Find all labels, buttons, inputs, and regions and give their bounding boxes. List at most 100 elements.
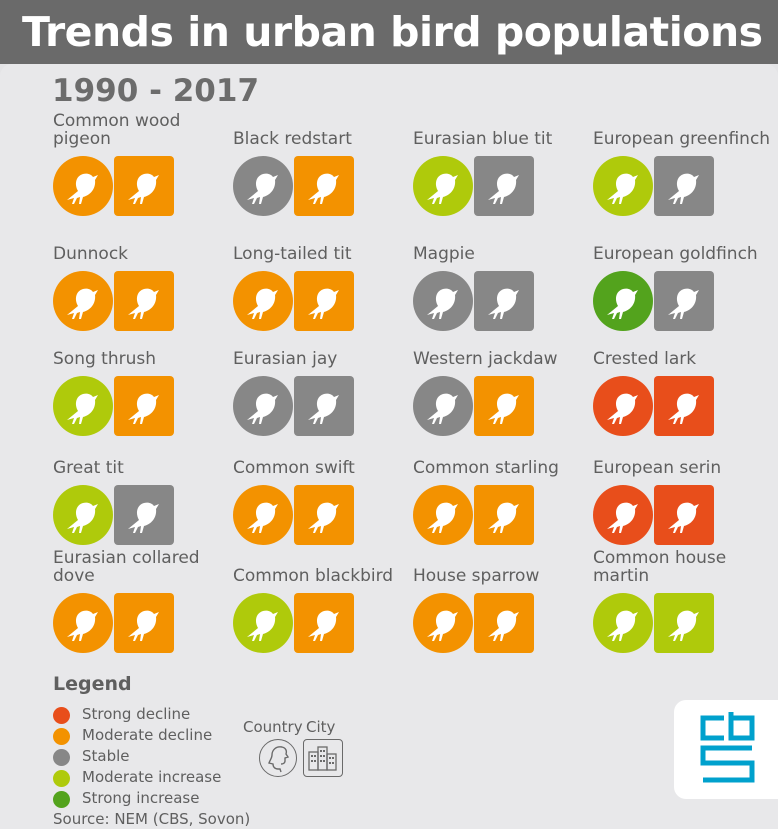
trend-badges — [53, 485, 175, 547]
bird-icon — [427, 502, 458, 533]
city-trend-badge — [114, 593, 174, 653]
city-trend-badge — [294, 376, 354, 436]
city-trend-badge — [114, 156, 174, 216]
bird-name: Eurasian jay — [233, 349, 338, 369]
legend-title: Legend — [53, 673, 132, 695]
bird-name: Common house martin — [593, 548, 727, 586]
country-trend-badge — [53, 376, 113, 436]
page-title: Trends in urban bird populations — [22, 8, 763, 56]
bird-icon — [488, 502, 519, 533]
country-trend-badge — [53, 156, 113, 216]
bird-icon — [247, 610, 278, 641]
bird-name: Magpie — [413, 244, 475, 264]
city-trend-badge — [654, 271, 714, 331]
bird-entry: European goldfinch — [593, 227, 773, 337]
trend-badges — [53, 593, 175, 655]
bird-icon — [488, 288, 519, 319]
trend-badges — [413, 271, 535, 333]
trend-badges — [593, 376, 715, 438]
trend-badges — [53, 376, 175, 438]
bird-icon — [668, 393, 699, 424]
bird-entry: Great tit — [53, 441, 233, 551]
country-trend-badge — [233, 593, 293, 653]
city-trend-badge — [654, 485, 714, 545]
city-trend-badge — [654, 593, 714, 653]
trend-badges — [413, 485, 535, 547]
bird-entry: Western jackdaw — [413, 332, 593, 442]
country-trend-badge — [593, 376, 653, 436]
bird-icon — [128, 173, 159, 204]
bird-icon — [308, 288, 339, 319]
trend-badges — [53, 271, 175, 333]
trend-badges — [593, 593, 715, 655]
cbs-logo — [674, 700, 778, 799]
country-trend-badge — [233, 376, 293, 436]
bird-icon — [247, 502, 278, 533]
bird-entry: Magpie — [413, 227, 593, 337]
trend-badges — [593, 485, 715, 547]
country-trend-badge — [593, 271, 653, 331]
bird-entry: Eurasian blue tit — [413, 112, 593, 222]
bird-name: Great tit — [53, 458, 124, 478]
country-trend-badge — [413, 593, 473, 653]
bird-name: European goldfinch — [593, 244, 758, 264]
bird-icon — [67, 610, 98, 641]
bird-icon — [308, 393, 339, 424]
country-trend-badge — [53, 271, 113, 331]
bird-entry: House sparrow — [413, 549, 593, 659]
trend-badges — [593, 271, 715, 333]
trend-badges — [413, 593, 535, 655]
city-key-label: City — [306, 718, 336, 736]
bird-icon — [427, 173, 458, 204]
country-trend-badge — [233, 156, 293, 216]
bird-entry: European greenfinch — [593, 112, 773, 222]
country-trend-badge — [593, 156, 653, 216]
bird-entry: Eurasian collared dove — [53, 549, 233, 659]
header-bar: Trends in urban bird populations — [0, 0, 778, 64]
bird-name: Dunnock — [53, 244, 129, 264]
bird-name: Common swift — [233, 458, 355, 478]
legend-label: Moderate increase — [82, 768, 222, 786]
city-trend-badge — [114, 376, 174, 436]
bird-icon — [427, 393, 458, 424]
bird-icon — [668, 502, 699, 533]
bird-icon — [488, 393, 519, 424]
city-key-icon — [303, 739, 343, 777]
bird-name: European serin — [593, 458, 722, 478]
bird-entry: Crested lark — [593, 332, 773, 442]
city-trend-badge — [474, 593, 534, 653]
bird-icon — [607, 393, 638, 424]
bird-entry: Common blackbird — [233, 549, 413, 659]
country-key-icon — [259, 739, 297, 777]
bird-name: Common starling — [413, 458, 559, 478]
bird-icon — [67, 393, 98, 424]
country-trend-badge — [413, 485, 473, 545]
legend-label: Strong increase — [82, 789, 200, 807]
bird-icon — [67, 173, 98, 204]
bird-icon — [607, 288, 638, 319]
bird-icon — [308, 502, 339, 533]
city-trend-badge — [474, 156, 534, 216]
bird-icon — [308, 610, 339, 641]
bird-icon — [668, 610, 699, 641]
bird-name: Crested lark — [593, 349, 697, 369]
bird-icon — [67, 288, 98, 319]
legend-swatch — [53, 749, 70, 766]
bird-grid: Common wood pigeon Black redstart Eurasian… — [53, 112, 773, 659]
bird-name: Eurasian collared dove — [53, 548, 200, 586]
bird-entry: Common swift — [233, 441, 413, 551]
bird-name: Black redstart — [233, 129, 352, 149]
country-trend-badge — [233, 485, 293, 545]
bird-entry: Dunnock — [53, 227, 233, 337]
city-trend-badge — [294, 271, 354, 331]
bird-icon — [128, 502, 159, 533]
country-trend-badge — [593, 485, 653, 545]
bird-icon — [668, 288, 699, 319]
city-trend-badge — [114, 271, 174, 331]
bird-entry: European serin — [593, 441, 773, 551]
bird-icon — [247, 288, 278, 319]
bird-icon — [668, 173, 699, 204]
bird-name: Long-tailed tit — [233, 244, 352, 264]
bird-entry: Long-tailed tit — [233, 227, 413, 337]
legend-swatch — [53, 728, 70, 745]
